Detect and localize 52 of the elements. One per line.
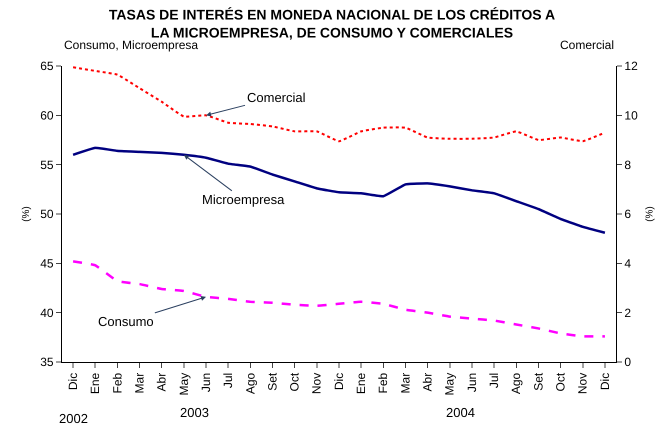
series-label: Comercial bbox=[247, 90, 306, 105]
x-tick-label: Abr bbox=[154, 372, 169, 392]
x-tick-label: Nov bbox=[576, 372, 590, 394]
x-tick-label: Mar bbox=[398, 372, 412, 394]
y2-tick-label: 6 bbox=[624, 207, 632, 222]
x-tick-label: Jun bbox=[198, 372, 213, 392]
chart-title: TASAS DE INTERÉS EN MONEDA NACIONAL DE LOS CRÉDITOS A LA MICROEMPRESA, DE CONSUMO Y COMERCIALES bbox=[108, 6, 556, 41]
x-tick-label: Jun bbox=[464, 372, 479, 392]
text: 2003 bbox=[180, 405, 209, 420]
x-tick-label: Jul bbox=[221, 372, 236, 388]
y2-tick-label: 8 bbox=[624, 158, 632, 172]
text: Comercial bbox=[560, 38, 614, 52]
x-tick-label: Ene bbox=[354, 372, 368, 394]
y2-tick-label: 4 bbox=[624, 256, 632, 271]
x-tick-label: Oct bbox=[554, 372, 568, 392]
x-tick-label: Jul bbox=[487, 372, 502, 388]
text: Consumo, Microempresa bbox=[64, 38, 198, 52]
x-tick-label: Dic bbox=[66, 372, 80, 390]
line-series bbox=[72, 260, 606, 338]
y2-tick-label: 2 bbox=[624, 306, 632, 320]
x-tick-label: Mar bbox=[132, 372, 146, 394]
x-tick-label: May bbox=[442, 372, 457, 396]
x-tick-label: Set bbox=[531, 372, 546, 391]
y2-tick-label: 10 bbox=[624, 108, 638, 123]
y-tick-label: 50 bbox=[40, 207, 54, 222]
x-tick-label: Oct bbox=[288, 372, 302, 392]
y-tick-label: 65 bbox=[40, 59, 54, 74]
x-tick-label: Nov bbox=[310, 372, 324, 394]
x-tick-label: Feb bbox=[376, 372, 390, 394]
text: Consumo bbox=[98, 314, 154, 329]
y-tick-label: 35 bbox=[40, 355, 54, 370]
text: 2002 bbox=[59, 411, 88, 426]
y2-axis-title: (%) bbox=[644, 206, 656, 222]
y-tick-label: 40 bbox=[40, 306, 54, 320]
line-series bbox=[72, 146, 606, 234]
x-tick-label: Dic bbox=[598, 372, 612, 390]
x-tick-label: Abr bbox=[420, 372, 435, 392]
y-tick-label: 45 bbox=[40, 256, 54, 271]
x-tick-label: Ago bbox=[509, 372, 524, 394]
x-tick-label: Dic bbox=[332, 372, 346, 390]
x-tick-label: Ago bbox=[243, 372, 258, 394]
y-tick-label: 60 bbox=[40, 108, 54, 123]
series-label: Microempresa bbox=[202, 192, 286, 207]
y2-tick-label: 12 bbox=[624, 59, 638, 74]
x-tick-label: Ene bbox=[88, 372, 102, 394]
x-tick-label: Set bbox=[265, 372, 280, 391]
y-tick-label: 55 bbox=[40, 158, 54, 172]
x-tick-label: Feb bbox=[110, 372, 124, 394]
y-axis-title: (%) bbox=[21, 206, 32, 222]
x-tick-label: May bbox=[176, 372, 191, 396]
text: 2004 bbox=[446, 405, 475, 420]
y2-tick-label: 0 bbox=[624, 355, 632, 370]
